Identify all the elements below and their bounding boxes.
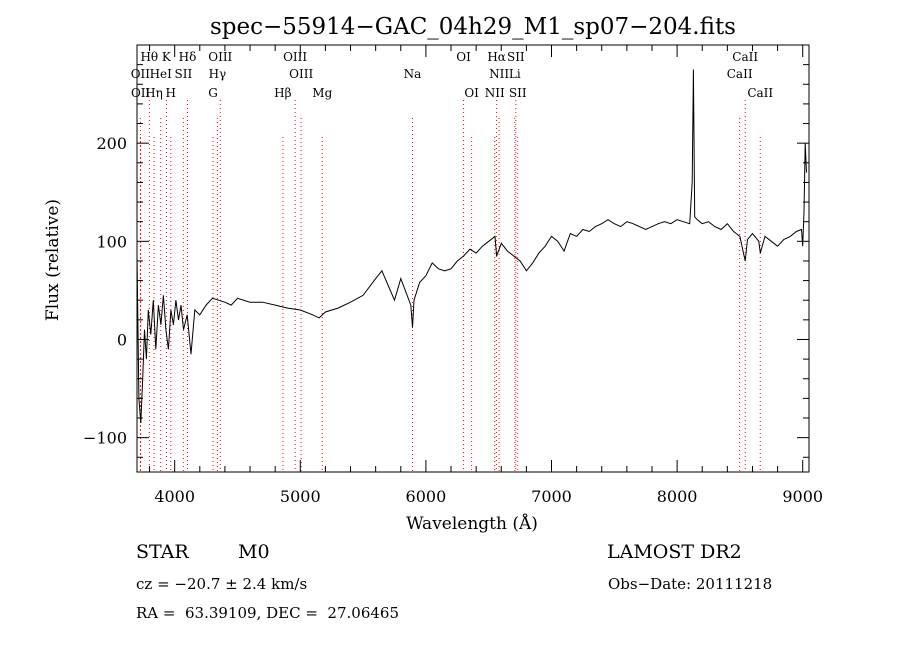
marker-label: OIII (283, 50, 307, 64)
marker-label: SII (174, 67, 192, 81)
marker-label: CaII (732, 50, 758, 64)
marker-label: Hη (145, 86, 163, 100)
marker-label: K (162, 50, 172, 64)
marker-label: Hβ (274, 86, 291, 100)
marker-label: CaII (747, 86, 773, 100)
marker-label: OI (456, 50, 471, 64)
x-tick-label: 6000 (406, 487, 447, 506)
marker-label: OII (131, 67, 151, 81)
x-tick-label: 8000 (657, 487, 698, 506)
plot-frame (136, 44, 810, 473)
marker-label: OIII (208, 50, 232, 64)
marker-label: OIII (289, 67, 313, 81)
marker-label: Hα (487, 50, 506, 64)
marker-label: OII (131, 86, 151, 100)
redshift-velocity: cz = −20.7 ± 2.4 km/s (136, 575, 308, 593)
marker-label: CaII (727, 67, 753, 81)
marker-label: OI (464, 86, 479, 100)
marker-label: NII (485, 86, 505, 100)
x-tick-label: 4000 (154, 487, 195, 506)
marker-label: Hγ (209, 67, 227, 81)
y-tick-label: 0 (117, 330, 127, 349)
y-tick-label: 100 (96, 232, 127, 251)
x-tick-label: 7000 (531, 487, 572, 506)
x-tick-label: 9000 (782, 487, 823, 506)
marker-label: Hθ (140, 50, 158, 64)
observation-date: Obs−Date: 20111218 (608, 575, 773, 593)
spectrum-line (136, 69, 807, 423)
object-subclass: M0 (238, 541, 270, 563)
chart-title: spec−55914−GAC_04h29_M1_sp07−204.fits (210, 14, 736, 40)
marker-label: Mg (312, 86, 332, 100)
y-tick-label: 200 (96, 134, 127, 153)
x-axis-label: Wavelength (Å) (406, 513, 538, 534)
marker-label: Li (509, 67, 521, 81)
marker-label: SII (509, 86, 527, 100)
marker-label: Hδ (179, 50, 197, 64)
marker-label: Na (404, 67, 422, 81)
y-axis-label: Flux (relative) (43, 199, 63, 321)
plot-axes: 4000 5000 6000 7000 8000 9000 −100 0 100 200 (83, 44, 823, 506)
object-class: STAR (136, 541, 189, 563)
marker-label: HeI (150, 67, 173, 81)
y-tick-label: −100 (83, 429, 127, 448)
x-tick-label: 5000 (280, 487, 321, 506)
marker-label: NII (489, 67, 509, 81)
survey-name: LAMOST DR2 (607, 541, 742, 563)
marker-label: SII (507, 50, 525, 64)
sky-coordinates: RA = 63.39109, DEC = 27.06465 (136, 604, 400, 622)
marker-label: H (166, 86, 176, 100)
marker-label: G (208, 86, 218, 100)
